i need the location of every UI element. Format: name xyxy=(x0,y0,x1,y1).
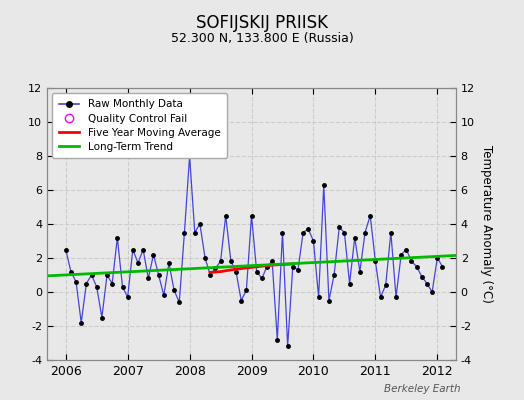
Text: SOFIJSKIJ PRIISK: SOFIJSKIJ PRIISK xyxy=(196,14,328,32)
Y-axis label: Temperature Anomaly (°C): Temperature Anomaly (°C) xyxy=(481,145,494,303)
Legend: Raw Monthly Data, Quality Control Fail, Five Year Moving Average, Long-Term Tren: Raw Monthly Data, Quality Control Fail, … xyxy=(52,93,227,158)
Text: Berkeley Earth: Berkeley Earth xyxy=(385,384,461,394)
Text: 52.300 N, 133.800 E (Russia): 52.300 N, 133.800 E (Russia) xyxy=(171,32,353,45)
